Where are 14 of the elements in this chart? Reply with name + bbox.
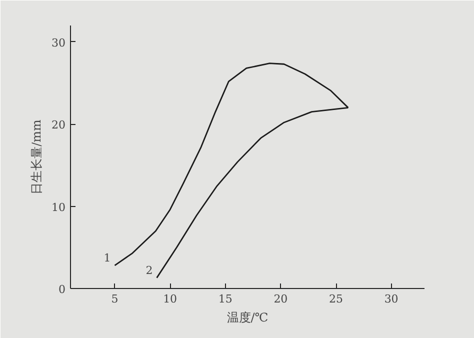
x-tick-label: 5 xyxy=(111,292,118,306)
y-tick-label: 0 xyxy=(58,283,66,296)
x-tick-label: 20 xyxy=(274,292,288,306)
x-tick-label: 15 xyxy=(218,292,232,306)
x-tick-label: 25 xyxy=(329,292,343,306)
series-label: 2 xyxy=(146,264,153,277)
y-axis-title: 日生长量/mm xyxy=(30,118,44,194)
x-tick-label: 10 xyxy=(163,292,178,306)
series-label: 1 xyxy=(104,251,111,264)
y-tick-label: 20 xyxy=(52,118,66,132)
x-axis-title: 温度/℃ xyxy=(226,310,268,324)
y-tick-label: 10 xyxy=(52,200,66,214)
y-tick-label: 30 xyxy=(52,36,66,50)
x-tick-label: 30 xyxy=(384,292,398,306)
